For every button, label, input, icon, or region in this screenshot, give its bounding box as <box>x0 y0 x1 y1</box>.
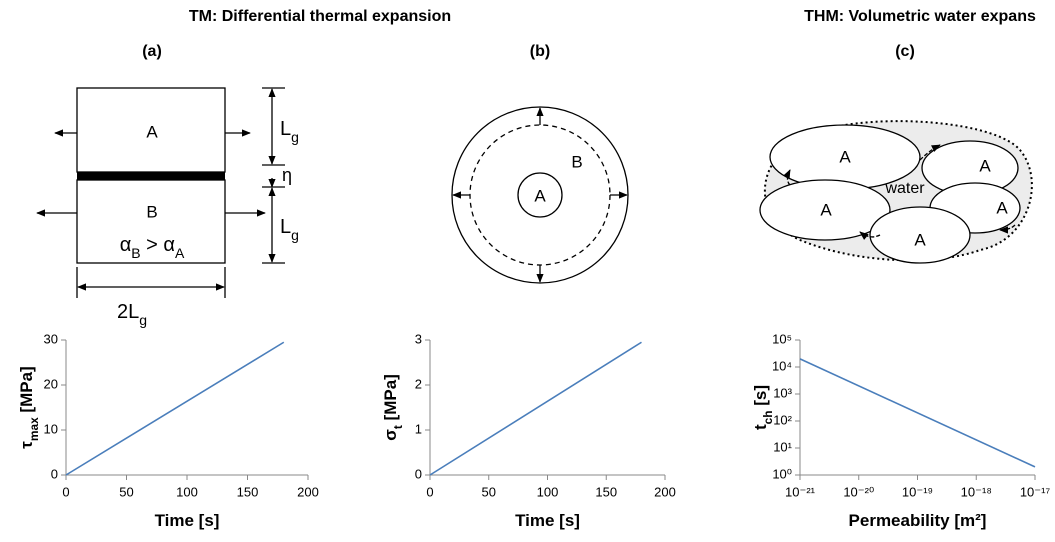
x-tick-label: 200 <box>654 484 676 499</box>
text-part: Time [s] <box>155 511 220 530</box>
y-tick-label: 30 <box>44 331 58 346</box>
text-part: t <box>751 424 770 430</box>
text-part: L <box>280 216 291 238</box>
text-part: > α <box>141 234 175 256</box>
diagram-label: αB > αA <box>120 234 185 260</box>
y-axis-label: σt [MPa] <box>381 374 405 441</box>
text-part: L <box>280 118 291 140</box>
x-tick-label: 10⁻²⁰ <box>843 484 874 499</box>
text-part: τ <box>17 441 36 449</box>
diagram-c <box>759 120 1033 264</box>
diagram-label: A <box>914 230 926 249</box>
x-tick-label: 0 <box>426 484 433 499</box>
x-axis-label: Permeability [m²] <box>849 511 987 530</box>
diagram-a <box>36 87 285 298</box>
arrows <box>36 129 266 217</box>
text-part: 2L <box>117 301 139 323</box>
x-tick-label: 50 <box>482 484 496 499</box>
text-part: max <box>27 417 41 441</box>
text-part: Permeability [m²] <box>849 511 987 530</box>
x-tick-label: 150 <box>237 484 259 499</box>
x-tick-label: 200 <box>297 484 319 499</box>
panel-label: (c) <box>895 43 915 60</box>
x-tick-label: 50 <box>119 484 133 499</box>
y-tick-label: 10² <box>773 412 792 427</box>
diagram-label: A <box>979 156 991 175</box>
figure-title: THM: Volumetric water expans <box>804 8 1036 25</box>
diagram-label: A <box>534 186 546 205</box>
diagram-label: B <box>571 152 582 171</box>
text-part: g <box>291 129 299 145</box>
panel-label: (a) <box>142 43 162 60</box>
text-part: α <box>120 234 132 256</box>
diagram-label: A <box>839 147 851 166</box>
diagram-label: η <box>282 165 292 185</box>
diagram-label: B <box>146 202 157 221</box>
diagram-label: A <box>996 198 1008 217</box>
x-tick-label: 10⁻¹⁹ <box>902 484 933 499</box>
y-tick-label: 1 <box>415 421 422 436</box>
x-tick-label: 150 <box>595 484 617 499</box>
text-part: g <box>291 227 299 243</box>
x-tick-label: 100 <box>537 484 559 499</box>
y-tick-label: 3 <box>415 331 422 346</box>
panel-label: (b) <box>530 43 550 60</box>
text-part: ch <box>761 410 775 424</box>
y-tick-label: 10⁵ <box>772 331 792 346</box>
diagram-label: A <box>146 122 158 141</box>
y-tick-label: 10⁴ <box>772 358 792 373</box>
data-line <box>65 341 285 476</box>
text-part: t <box>391 425 405 429</box>
data-line <box>799 358 1036 468</box>
data-line <box>429 341 642 476</box>
diagram-label: Lg <box>280 216 299 242</box>
x-tick-label: 100 <box>176 484 198 499</box>
x-tick-label: 0 <box>62 484 69 499</box>
text-part: B <box>131 245 140 261</box>
figure-title: TM: Differential thermal expansion <box>189 8 451 25</box>
x-tick-label: 10⁻²¹ <box>785 484 816 499</box>
text-part: [s] <box>751 385 770 411</box>
diagram-b <box>451 106 629 284</box>
y-axis-label: tch [s] <box>751 385 775 430</box>
diagram-label: 2Lg <box>117 301 147 327</box>
text-part: [MPa] <box>17 366 36 417</box>
x-axis-label: Time [s] <box>515 511 580 530</box>
y-tick-label: 20 <box>44 376 58 391</box>
diagram-label: Lg <box>280 118 299 144</box>
y-tick-label: 10 <box>44 421 58 436</box>
text-part: σ <box>381 429 400 441</box>
text-part: Time [s] <box>515 511 580 530</box>
y-tick-label: 0 <box>51 466 58 481</box>
y-tick-label: 10⁰ <box>772 466 792 481</box>
text-part: g <box>139 312 147 328</box>
y-tick-label: 0 <box>415 466 422 481</box>
x-tick-label: 10⁻¹⁷ <box>1020 484 1051 499</box>
x-tick-label: 10⁻¹⁸ <box>961 484 992 499</box>
y-tick-label: 2 <box>415 376 422 391</box>
text-part: [MPa] <box>381 374 400 425</box>
text-part: A <box>175 245 185 261</box>
x-axis-label: Time [s] <box>155 511 220 530</box>
y-axis-label: τmax [MPa] <box>17 366 41 448</box>
diagram-label: water <box>884 180 925 197</box>
y-tick-label: 10³ <box>773 385 792 400</box>
box-b <box>76 179 226 264</box>
diagram-label: A <box>820 200 832 219</box>
y-tick-label: 10¹ <box>773 439 792 454</box>
dimensions <box>76 87 285 298</box>
interface <box>77 172 225 180</box>
